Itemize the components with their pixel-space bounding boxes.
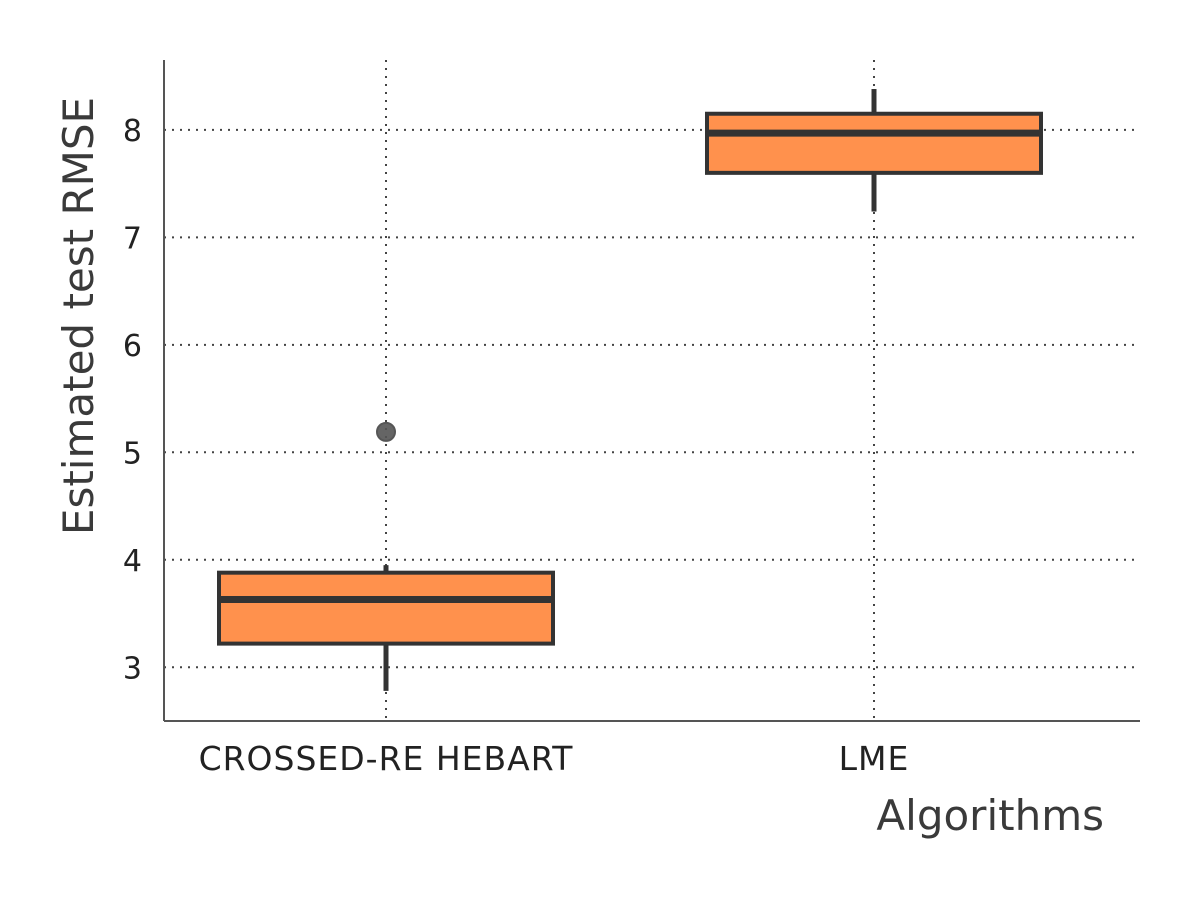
iqr-box bbox=[705, 111, 1043, 175]
x-axis-title: Algorithms bbox=[876, 791, 1104, 840]
outlier-point bbox=[376, 421, 396, 442]
y-tick-label: 3 bbox=[123, 651, 142, 686]
x-tick-label: LME bbox=[839, 739, 910, 778]
box-group bbox=[217, 421, 555, 691]
y-tick-label: 6 bbox=[123, 329, 142, 364]
iqr-box bbox=[217, 570, 555, 646]
tick-labels: 3 4 5 6 7 8 CROSSED-RE HEBART LME bbox=[123, 114, 910, 778]
grid-lines bbox=[164, 60, 1140, 721]
box-plot-series bbox=[217, 89, 1043, 691]
box-group bbox=[705, 89, 1043, 212]
y-axis-title: Estimated test RMSE bbox=[54, 97, 103, 535]
y-tick-label: 5 bbox=[123, 436, 142, 471]
y-tick-label: 7 bbox=[123, 221, 142, 256]
y-tick-label: 4 bbox=[123, 544, 142, 579]
y-tick-label: 8 bbox=[123, 114, 142, 149]
axes bbox=[163, 60, 1140, 722]
x-tick-label: CROSSED-RE HEBART bbox=[199, 739, 574, 778]
